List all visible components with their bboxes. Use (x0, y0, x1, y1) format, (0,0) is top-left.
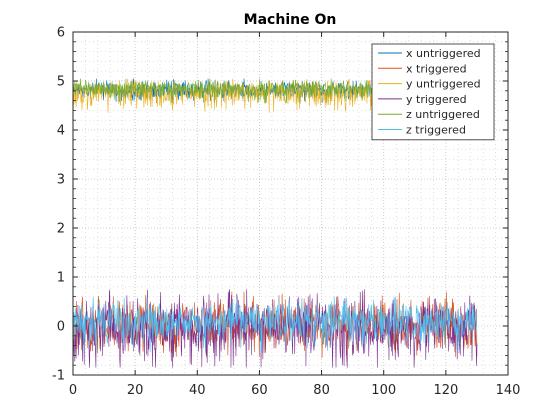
x-tick-label: 80 (313, 383, 330, 398)
x-tick-label: 60 (251, 383, 268, 398)
y-tick-label: 5 (57, 75, 65, 90)
y-tick-label: 1 (57, 271, 65, 286)
ticks: 0 20 40 60 80 100 120 140 -1 0 1 2 3 4 5 6 (52, 26, 520, 399)
x-tick-label: 140 (496, 383, 521, 398)
y-tick-label: 4 (57, 124, 65, 139)
plot-frame (72, 31, 509, 376)
series-line-y-triggered (72, 289, 478, 368)
legend: x untriggered x triggered y untriggered y t… (371, 43, 495, 141)
y-tick-label: -1 (52, 369, 65, 384)
y-tick-label: 0 (57, 320, 65, 335)
y-tick-label: 2 (57, 222, 65, 237)
legend-label: y untriggered (406, 78, 481, 91)
x-tick-label: 40 (189, 383, 206, 398)
legend-label: y triggered (406, 93, 467, 106)
series-line-z-triggered (72, 296, 478, 353)
y-tick-label: 6 (57, 26, 65, 41)
x-tick-label: 0 (69, 383, 77, 398)
legend-label: z triggered (406, 124, 466, 137)
legend-label: x untriggered (406, 47, 481, 60)
legend-box (371, 43, 495, 141)
x-tick-label: 100 (371, 383, 396, 398)
x-tick-label: 20 (127, 383, 144, 398)
y-tick-label: 3 (57, 173, 65, 188)
legend-label: z untriggered (406, 108, 480, 121)
chart-title: Machine On (244, 12, 337, 28)
legend-label: x triggered (406, 62, 467, 75)
x-tick-label: 120 (433, 383, 458, 398)
